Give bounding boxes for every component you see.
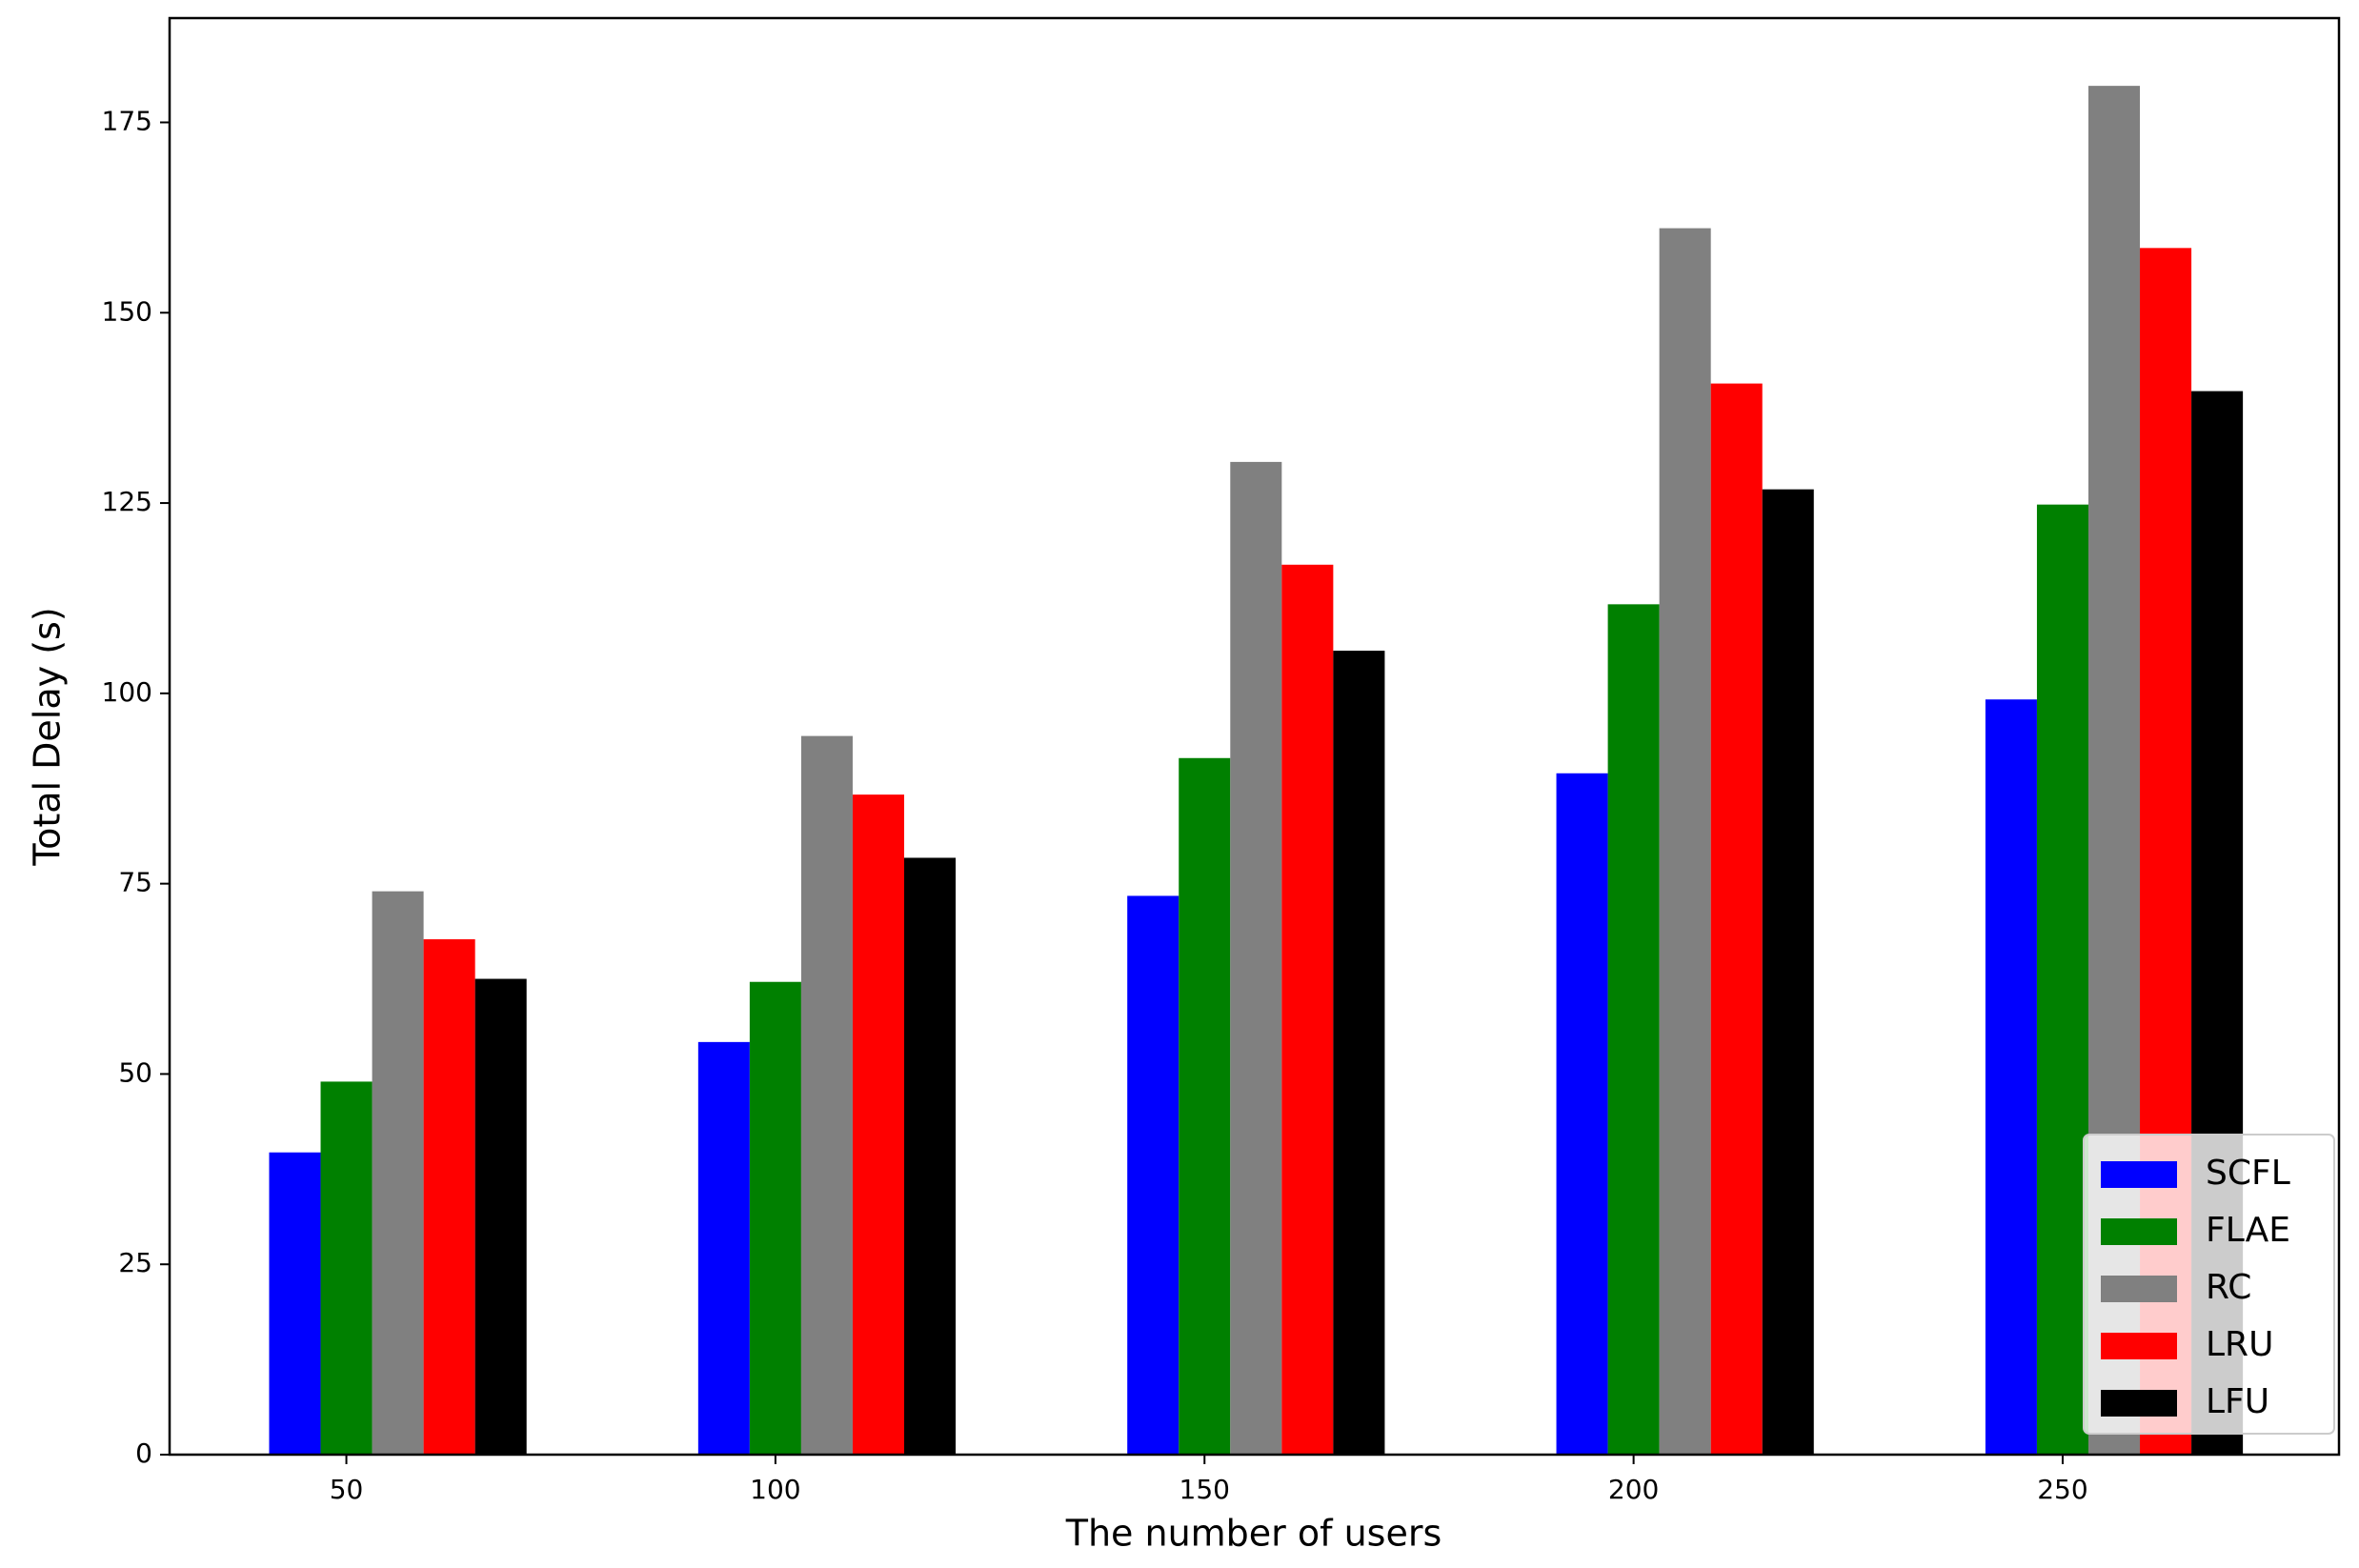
plot-frame — [168, 16, 2341, 1457]
legend-swatch — [2101, 1333, 2177, 1359]
legend-label: LRU — [2206, 1325, 2273, 1364]
x-tick-label: 50 — [330, 1474, 364, 1505]
legend-swatch — [2101, 1218, 2177, 1245]
bar — [697, 1041, 750, 1455]
bar — [372, 891, 424, 1455]
x-axis-label: The number of users — [1065, 1513, 1442, 1555]
legend-label: SCFL — [2206, 1154, 2290, 1193]
bar — [1556, 773, 1608, 1455]
bar — [474, 978, 527, 1455]
bar — [1230, 461, 1282, 1456]
bar — [1333, 651, 1385, 1455]
bar — [1710, 383, 1763, 1455]
legend-swatch — [2101, 1390, 2177, 1417]
y-tick-label: 75 — [118, 867, 152, 898]
legend-swatch — [2101, 1161, 2177, 1188]
bar — [320, 1081, 373, 1455]
x-tick-label: 200 — [1608, 1474, 1659, 1505]
bar — [269, 1152, 321, 1455]
y-tick-label: 0 — [135, 1437, 152, 1469]
y-axis-label: Total Delay (s) — [27, 607, 69, 866]
y-tick-label: 50 — [118, 1056, 152, 1088]
x-tick-label: 250 — [2037, 1474, 2087, 1505]
bar — [2036, 504, 2088, 1455]
bar — [1179, 757, 1231, 1455]
y-tick-label: 25 — [118, 1247, 152, 1278]
x-tick-label: 100 — [750, 1474, 800, 1505]
legend-label: LFU — [2206, 1382, 2269, 1421]
bar — [1762, 489, 1814, 1455]
bar — [904, 857, 957, 1455]
y-tick-label: 125 — [102, 486, 152, 517]
x-tick-label: 150 — [1180, 1474, 1230, 1505]
legend-label: FLAE — [2206, 1211, 2290, 1250]
bar — [749, 981, 801, 1455]
bar — [1659, 228, 1711, 1456]
y-tick-label: 100 — [102, 676, 152, 708]
bar — [852, 794, 905, 1455]
bar — [1607, 604, 1660, 1455]
bar — [1127, 895, 1180, 1455]
bar — [1281, 564, 1334, 1455]
y-tick-label: 175 — [102, 105, 152, 136]
bar — [423, 938, 475, 1455]
legend: SCFL FLAE RC LRU LFU — [2083, 1134, 2335, 1435]
bar — [1985, 699, 2037, 1455]
legend-swatch — [2101, 1276, 2177, 1302]
y-tick-label: 150 — [102, 295, 152, 327]
legend-label: RC — [2206, 1268, 2251, 1307]
bar — [800, 735, 853, 1455]
